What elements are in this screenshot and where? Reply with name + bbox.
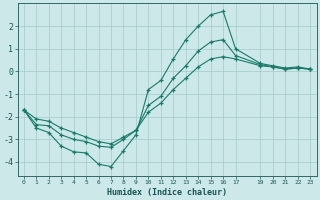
X-axis label: Humidex (Indice chaleur): Humidex (Indice chaleur): [107, 188, 227, 197]
